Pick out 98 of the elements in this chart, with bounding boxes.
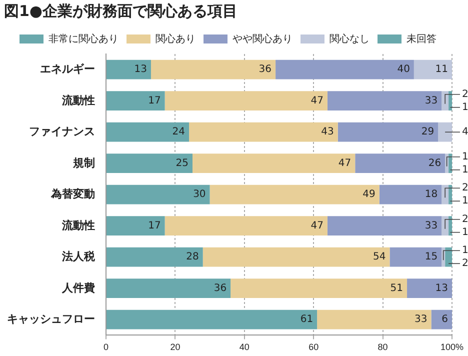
legend-label: 関心あり [156,32,196,45]
bar [106,310,318,330]
data-label: 30 [193,189,206,200]
x-tick-label: 40 [239,342,250,352]
data-label: 61 [300,314,314,326]
data-label: 2 [462,88,468,100]
bar [338,122,438,142]
data-label: 2 [462,214,468,225]
data-label: 1 [462,164,468,176]
y-tick-label: 規制 [72,156,95,170]
data-label: 25 [176,158,188,169]
data-label: 11 [435,64,448,76]
bar [106,247,203,267]
y-tick-label: 流動性 [61,218,95,232]
bar [355,154,446,174]
data-label: 4 [462,126,468,138]
data-label: 54 [372,252,386,263]
data-label: 24 [172,126,186,138]
legend-label: 非常に関心あり [48,32,118,45]
chart-title: 図1●企業が財務面で関心ある項目 [4,2,238,21]
data-label: 40 [397,64,410,76]
data-label: 33 [414,314,428,326]
legend-label: やや関心あり [232,32,292,45]
bar [106,278,231,298]
bar [192,154,356,174]
bar [327,216,442,236]
data-label: 28 [186,252,199,263]
bar [442,216,449,236]
bar [438,122,452,142]
bar [448,91,452,111]
bar [106,184,210,204]
bar [407,278,452,298]
bar [445,154,449,174]
x-tick-label: 100% [440,342,464,352]
bar [448,154,452,174]
data-label: 36 [258,64,272,76]
bar [106,60,151,80]
data-label: 1 [462,226,468,238]
bar [106,154,192,174]
data-label: 29 [421,126,434,138]
bar [448,216,452,236]
bar [327,91,442,111]
x-tick-label: 0 [103,342,109,352]
data-label: 1 [462,245,468,256]
y-tick-label: 為替変動 [50,188,95,201]
data-label: 47 [310,95,324,106]
bar [390,247,442,267]
data-label: 6 [442,314,448,326]
data-label: 49 [362,189,376,200]
bar [442,184,449,204]
data-label: 51 [390,282,404,294]
data-label: 2 [462,182,468,194]
y-tick-label: キャッシュフロー [7,314,95,326]
bar [164,216,328,236]
data-label: 36 [214,282,227,294]
y-tick-label: 流動性 [61,94,95,107]
data-label: 15 [424,252,438,263]
bar [448,184,452,204]
bar [431,310,452,330]
data-label: 13 [435,282,448,294]
bar [442,91,449,111]
y-tick-label: エネルギー [40,62,95,76]
data-label: 43 [321,126,334,138]
y-tick-label: ファイナンス [29,126,95,138]
bar [210,184,380,204]
legend-label: 関心なし [330,32,370,45]
legend-label: 未回答 [406,32,436,45]
data-label: 26 [428,158,442,169]
data-label: 33 [424,95,438,106]
bar [230,278,408,298]
bar [150,60,276,80]
data-label: 1 [462,196,468,207]
bar [106,122,190,142]
x-tick-label: 80 [378,342,388,352]
bar [106,216,165,236]
x-tick-label: 60 [308,342,319,352]
data-label: 13 [134,64,147,76]
data-label: 33 [424,220,438,232]
data-label: 17 [148,220,161,232]
bar [379,184,442,204]
bar [414,60,452,80]
bar [164,91,328,111]
bar [276,60,414,80]
x-tick-label: 20 [170,342,180,352]
data-label: 1 [462,102,468,113]
bar [106,91,165,111]
bar [189,122,338,142]
bar [202,247,390,267]
data-label: 47 [310,220,324,232]
data-label: 1 [462,151,468,162]
data-label: 17 [148,95,161,106]
bar [445,247,452,267]
data-label: 18 [424,189,438,200]
bar [317,310,432,330]
data-label: 2 [462,258,468,270]
y-tick-label: 人件費 [61,281,95,294]
y-tick-label: 法人税 [61,250,96,264]
data-label: 47 [338,158,352,169]
